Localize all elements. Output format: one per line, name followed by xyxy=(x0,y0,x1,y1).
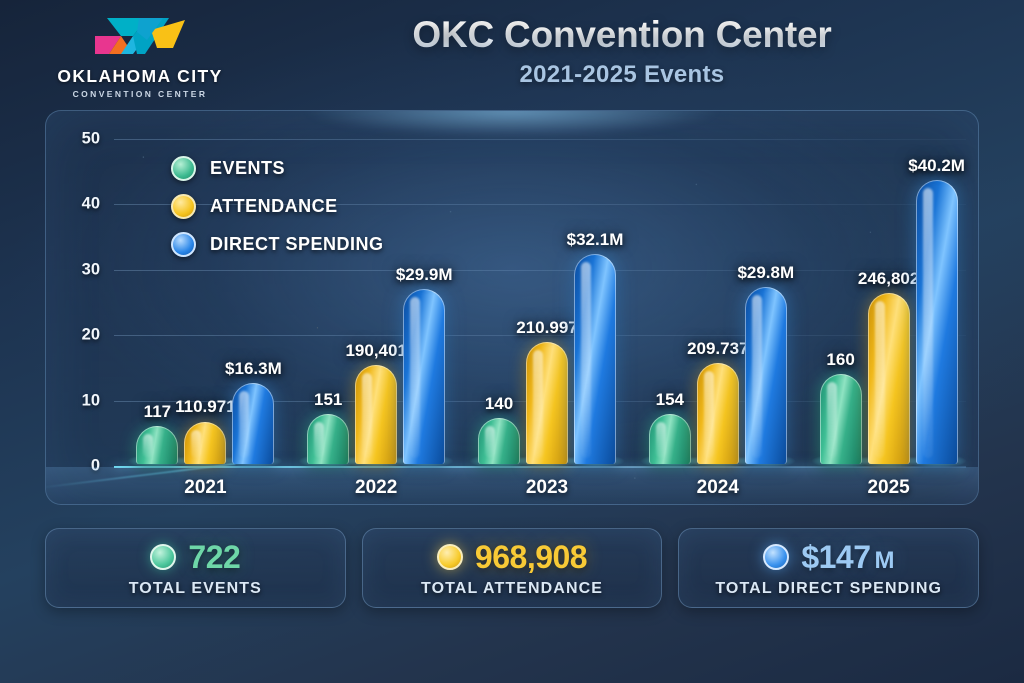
gridline xyxy=(114,269,966,271)
card-value-unit: M xyxy=(874,546,895,574)
y-axis-tick-label: 0 xyxy=(90,456,100,475)
legend-item-events[interactable]: EVENTS xyxy=(171,149,384,187)
blue-circle-icon xyxy=(763,544,790,570)
bar-events-2024[interactable] xyxy=(648,413,691,465)
card-label: TOTAL ATTENDANCE xyxy=(420,579,604,597)
bar-attendance-2022[interactable] xyxy=(355,364,398,465)
bar-value-label: 160 xyxy=(826,349,855,369)
card-top: 968,908 xyxy=(436,538,588,576)
bar-direct-spending-2022[interactable] xyxy=(403,288,446,465)
green-circle-icon xyxy=(171,155,196,181)
bar-attendance-2021[interactable] xyxy=(184,421,227,464)
x-axis-category-label: 2024 xyxy=(696,477,739,498)
card-label: TOTAL DIRECT SPENDING xyxy=(715,579,943,597)
bar-value-label: $32.1M xyxy=(566,230,624,250)
y-axis-tick-label: 10 xyxy=(81,391,100,410)
bar-attendance-2025[interactable] xyxy=(867,292,910,465)
bar-chart-plot: 0 10 20 30 40 50 117 110.971 $16.3M 2021 151 190,40… xyxy=(46,111,978,504)
bar-value-label: 154 xyxy=(655,389,684,409)
page-subtitle: 2021-2025 Events xyxy=(519,61,725,88)
gridline xyxy=(114,139,966,140)
bar-value-label: 209.737 xyxy=(687,339,749,359)
card-label: TOTAL EVENTS xyxy=(128,579,262,597)
bar-direct-spending-2023[interactable] xyxy=(574,254,616,464)
y-axis-tick-label: 30 xyxy=(81,260,100,279)
summary-card-total-events[interactable]: 722 TOTAL EVENTS xyxy=(45,528,346,608)
bar-value-label: $29.8M xyxy=(737,263,795,283)
x-axis-category-label: 2023 xyxy=(525,477,569,498)
bar-group-2022: 151 190,401 $29.9M 2022 xyxy=(298,111,455,504)
page-title: OKC Convention Center xyxy=(250,14,994,56)
legend-label: EVENTS xyxy=(210,157,286,178)
x-axis-category-label: 2022 xyxy=(355,477,398,498)
card-value: 968,908 xyxy=(474,538,588,575)
summary-card-total-attendance[interactable]: 968,908 TOTAL ATTENDANCE xyxy=(361,528,663,608)
legend-item-direct-spending[interactable]: DIRECT SPENDING xyxy=(171,225,384,263)
bar-value-label: 117 xyxy=(143,402,172,422)
card-top: 722 xyxy=(150,538,241,576)
logo-name: OKLAHOMA CITY xyxy=(57,66,223,86)
title-block: OKC Convention Center 2021-2025 Events xyxy=(250,14,994,89)
header: OKLAHOMA CITY CONVENTION CENTER OKC Conv… xyxy=(0,0,1024,110)
bar-group-2024: 154 209.737 $29.8M 2024 xyxy=(639,111,796,504)
bar-attendance-2024[interactable] xyxy=(696,363,739,464)
y-axis-tick-label: 40 xyxy=(81,194,100,213)
y-axis-tick-label: 50 xyxy=(81,129,100,148)
okc-chevron-logo-icon xyxy=(95,18,185,54)
bar-value-label: 210.997 xyxy=(516,318,578,338)
floor-reflection xyxy=(46,467,978,504)
summary-cards: 722 TOTAL EVENTS 968,908 TOTAL ATTENDANC… xyxy=(45,528,980,608)
legend-label: ATTENDANCE xyxy=(210,195,338,216)
bar-direct-spending-2021[interactable] xyxy=(232,382,275,465)
bar-value-label: 151 xyxy=(314,390,343,410)
card-value: 722 xyxy=(188,538,241,575)
bar-value-label: 190,401 xyxy=(345,340,407,360)
bar-value-label: 110.971 xyxy=(175,397,236,417)
yellow-circle-icon xyxy=(436,544,463,570)
x-axis-category-label: 2025 xyxy=(867,477,910,498)
bar-events-2022[interactable] xyxy=(307,414,350,464)
okc-logo: OKLAHOMA CITY CONVENTION CENTER xyxy=(40,14,240,99)
x-axis-category-label: 2021 xyxy=(184,477,227,498)
bar-value-label: $40.2M xyxy=(908,155,965,175)
bar-events-2025[interactable] xyxy=(819,373,862,465)
chart-legend: EVENTS ATTENDANCE DIRECT SPENDING xyxy=(171,149,384,263)
bar-value-label: $16.3M xyxy=(225,358,282,378)
legend-item-attendance[interactable]: ATTENDANCE xyxy=(171,187,384,225)
gridline xyxy=(114,204,966,206)
gridline xyxy=(114,335,966,337)
legend-label: DIRECT SPENDING xyxy=(210,233,384,254)
green-circle-icon xyxy=(150,544,177,570)
y-axis-tick-label: 20 xyxy=(81,325,100,344)
bar-value-label: 140 xyxy=(484,394,514,414)
bar-value-label: $29.9M xyxy=(395,264,453,284)
bar-value-label: 246,802 xyxy=(857,268,920,288)
bar-group-2021: 117 110.971 $16.3M 2021 xyxy=(127,111,284,504)
card-value-number: $147 xyxy=(801,538,871,575)
summary-card-total-direct-spending[interactable]: $147 M TOTAL DIRECT SPENDING xyxy=(678,528,980,608)
card-top: $147 M xyxy=(763,539,895,576)
bar-events-2023[interactable] xyxy=(478,418,520,464)
blue-circle-icon xyxy=(171,231,196,257)
chart-panel: 0 10 20 30 40 50 117 110.971 $16.3M 2021 151 190,40… xyxy=(45,110,979,505)
bar-direct-spending-2024[interactable] xyxy=(744,287,787,464)
bar-attendance-2023[interactable] xyxy=(526,342,568,464)
bar-direct-spending-2025[interactable] xyxy=(915,179,958,465)
bar-group-2025: 160 246,802 $40.2M 2025 xyxy=(810,111,967,504)
card-value: $147 M xyxy=(801,539,894,576)
bar-events-2021[interactable] xyxy=(136,426,179,464)
yellow-circle-icon xyxy=(171,193,196,219)
logo-subtitle: CONVENTION CENTER xyxy=(72,89,208,99)
bar-group-2023: 140 210.997 $32.1M 2023 xyxy=(469,111,625,504)
